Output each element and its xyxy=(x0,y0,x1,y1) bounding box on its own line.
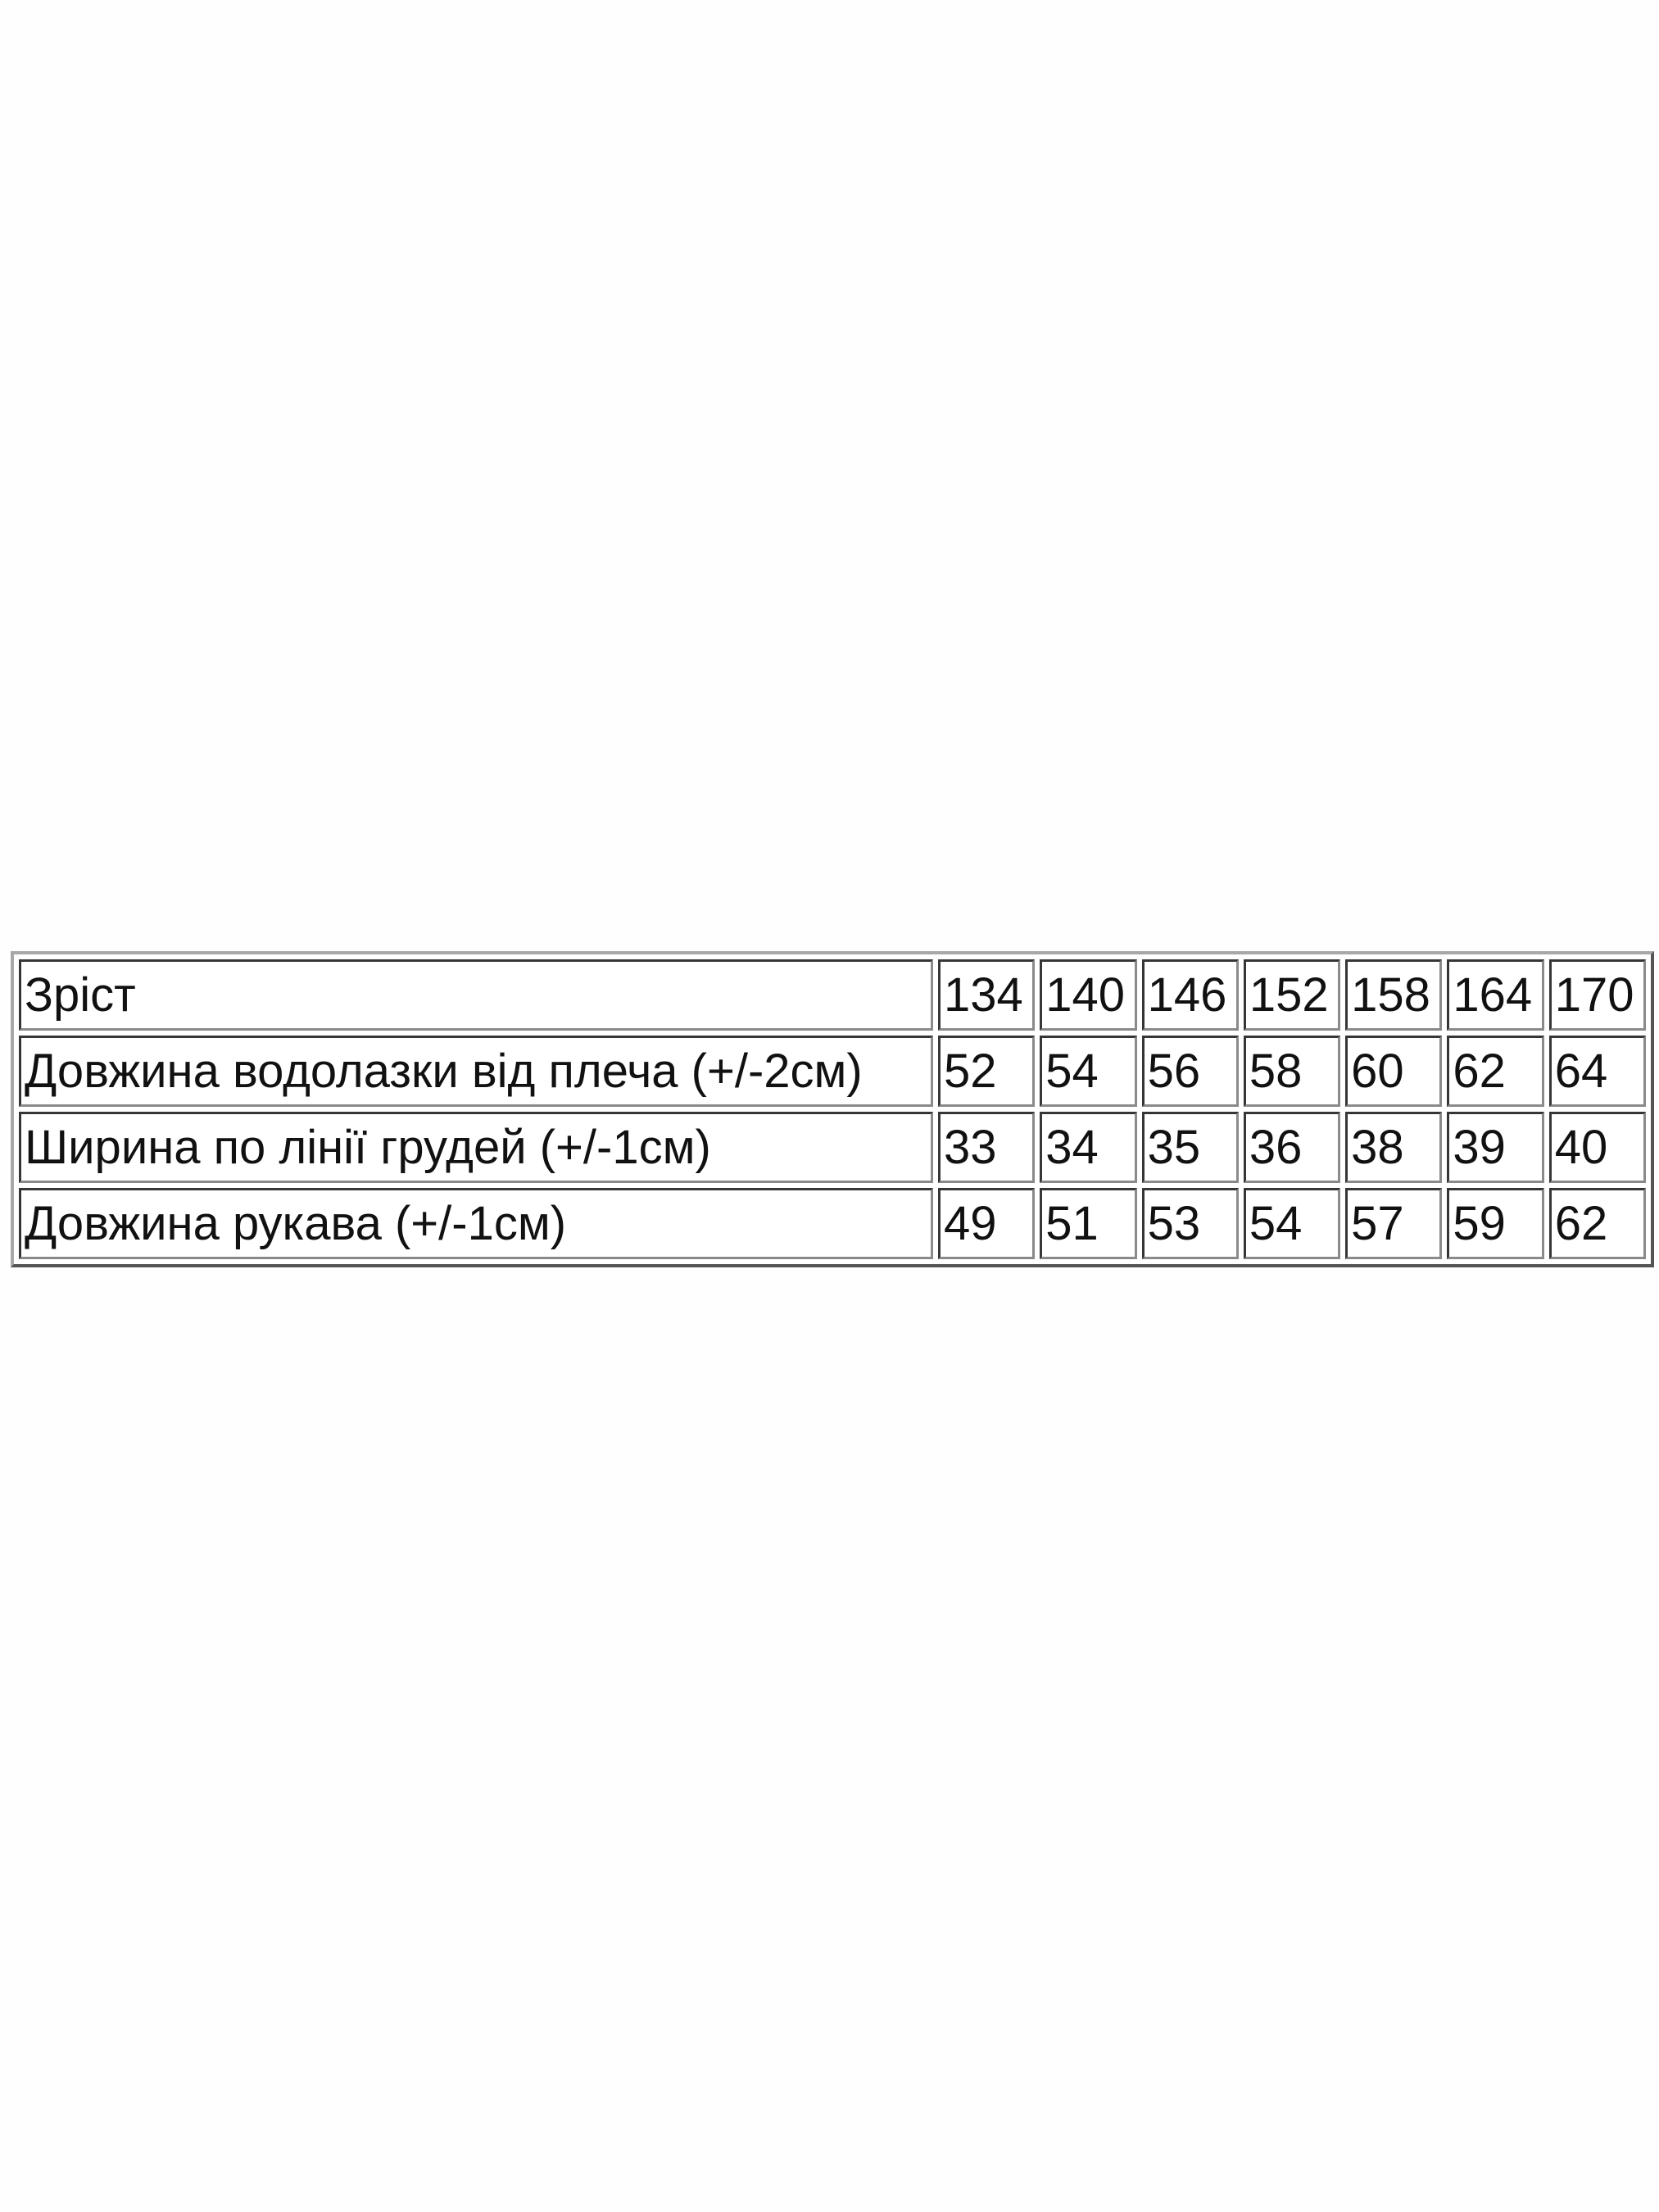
measurement-cell: 36 xyxy=(1243,1112,1341,1183)
row-label: Довжина рукава (+/-1см) xyxy=(19,1188,933,1259)
measurement-cell: 34 xyxy=(1040,1112,1137,1183)
size-chart-table: Зріст 134 140 146 152 158 164 170 Довжина водола… xyxy=(11,951,1654,1267)
table-row: Довжина рукава (+/-1см) 49 51 53 54 57 59 62 xyxy=(19,1188,1646,1259)
measurement-cell: 49 xyxy=(938,1188,1036,1259)
measurement-cell: 39 xyxy=(1447,1112,1544,1183)
measurement-cell: 57 xyxy=(1345,1188,1443,1259)
row-label: Ширина по лінії грудей (+/-1см) xyxy=(19,1112,933,1183)
measurement-cell: 54 xyxy=(1243,1188,1341,1259)
measurement-cell: 33 xyxy=(938,1112,1036,1183)
measurement-cell: 56 xyxy=(1141,1036,1239,1107)
row-label: Зріст xyxy=(19,959,933,1031)
measurement-cell: 62 xyxy=(1548,1188,1646,1259)
height-header-cell: 164 xyxy=(1447,959,1544,1031)
measurement-cell: 62 xyxy=(1447,1036,1544,1107)
table-row: Довжина водолазки від плеча (+/-2см) 52 54… xyxy=(19,1036,1646,1107)
measurement-cell: 53 xyxy=(1141,1188,1239,1259)
height-header-cell: 170 xyxy=(1548,959,1646,1031)
measurement-cell: 35 xyxy=(1141,1112,1239,1183)
measurement-cell: 58 xyxy=(1243,1036,1341,1107)
measurement-cell: 38 xyxy=(1345,1112,1443,1183)
measurement-cell: 54 xyxy=(1040,1036,1137,1107)
height-header-cell: 158 xyxy=(1345,959,1443,1031)
measurement-cell: 59 xyxy=(1447,1188,1544,1259)
height-header-cell: 140 xyxy=(1040,959,1137,1031)
measurement-cell: 51 xyxy=(1040,1188,1137,1259)
table-row: Зріст 134 140 146 152 158 164 170 xyxy=(19,959,1646,1031)
measurement-cell: 52 xyxy=(938,1036,1036,1107)
height-header-cell: 134 xyxy=(938,959,1036,1031)
row-label: Довжина водолазки від плеча (+/-2см) xyxy=(19,1036,933,1107)
measurement-cell: 64 xyxy=(1548,1036,1646,1107)
measurement-cell: 60 xyxy=(1345,1036,1443,1107)
height-header-cell: 152 xyxy=(1243,959,1341,1031)
measurement-cell: 40 xyxy=(1548,1112,1646,1183)
table-row: Ширина по лінії грудей (+/-1см) 33 34 35 36 3… xyxy=(19,1112,1646,1183)
height-header-cell: 146 xyxy=(1141,959,1239,1031)
